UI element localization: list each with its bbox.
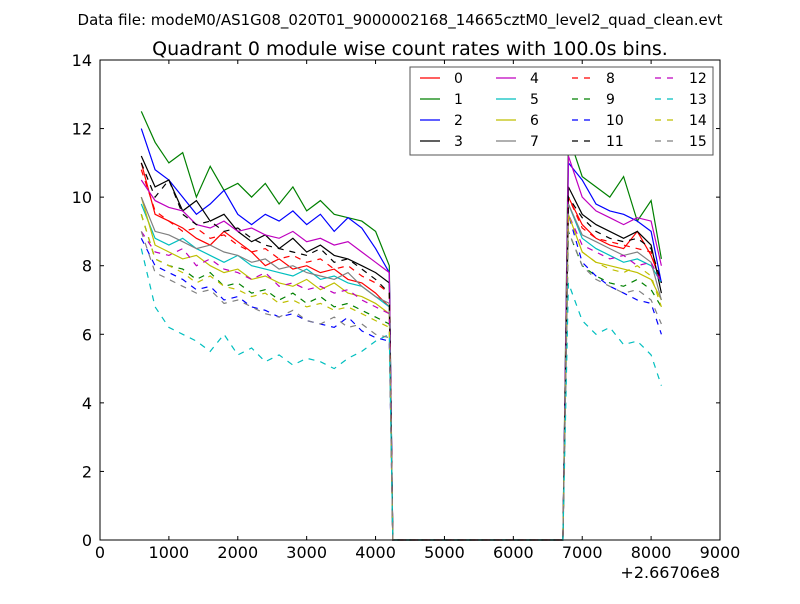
series-line-4 [140, 155, 662, 541]
series-line-13 [140, 248, 662, 541]
series-line-2 [140, 128, 662, 541]
chart-title: Quadrant 0 module wise count rates with … [152, 38, 668, 60]
legend-label-0: 0 [454, 71, 463, 87]
x-tick-label: 3000 [286, 543, 327, 562]
series-line-3 [140, 155, 662, 541]
x-tick-label: 7000 [562, 543, 603, 562]
legend-label-6: 6 [530, 113, 539, 129]
x-tick-label: 8000 [631, 543, 672, 562]
legend-label-1: 1 [454, 92, 463, 108]
x-offset-label: +2.66706e8 [620, 563, 720, 582]
y-tick-label: 2 [82, 462, 92, 481]
legend-label-14: 14 [689, 113, 707, 129]
series-line-5 [140, 203, 662, 541]
legend-label-4: 4 [530, 71, 539, 87]
legend-label-5: 5 [530, 92, 539, 108]
legend-label-15: 15 [689, 134, 707, 150]
legend-label-12: 12 [689, 71, 707, 87]
series-line-11 [140, 162, 662, 541]
y-tick-label: 14 [72, 51, 92, 70]
plot-frame [99, 59, 721, 541]
y-tick-label: 4 [82, 394, 92, 413]
series-line-9 [140, 214, 662, 541]
legend-label-8: 8 [606, 71, 615, 87]
series-line-12 [140, 214, 662, 541]
y-tick-label: 8 [82, 257, 92, 276]
y-tick-label: 0 [82, 531, 92, 550]
x-tick-label: 1000 [149, 543, 190, 562]
legend-label-9: 9 [606, 92, 615, 108]
legend-label-2: 2 [454, 113, 463, 129]
x-tick-label: 2000 [217, 543, 258, 562]
series-line-6 [140, 196, 662, 541]
x-tick-label: 9000 [700, 543, 741, 562]
series-line-7 [140, 196, 662, 541]
series-line-1 [140, 111, 662, 541]
ticks-layer: 0 1000 2000 3000 4000 5000 6000 7000 8000 9000 0 2 4… [72, 51, 741, 562]
y-tick-label: 12 [72, 120, 92, 139]
series-line-15 [140, 231, 662, 541]
x-tick-label: 0 [95, 543, 105, 562]
y-tick-label: 10 [72, 188, 92, 207]
y-tick-label: 6 [82, 325, 92, 344]
series-layer [140, 111, 662, 541]
legend-label-11: 11 [606, 134, 624, 150]
series-line-0 [140, 162, 662, 541]
legend-label-3: 3 [454, 134, 463, 150]
x-tick-label: 6000 [493, 543, 534, 562]
x-tick-label: 4000 [355, 543, 396, 562]
legend-frame [409, 66, 714, 156]
series-line-14 [140, 214, 662, 541]
x-tick-label: 5000 [424, 543, 465, 562]
legend-label-13: 13 [689, 92, 707, 108]
legend-label-10: 10 [606, 113, 624, 129]
chart-suptitle: Data file: modeM0/AS1G08_020T01_90000021… [78, 11, 723, 30]
legend-label-7: 7 [530, 134, 539, 150]
series-line-10 [140, 214, 662, 541]
